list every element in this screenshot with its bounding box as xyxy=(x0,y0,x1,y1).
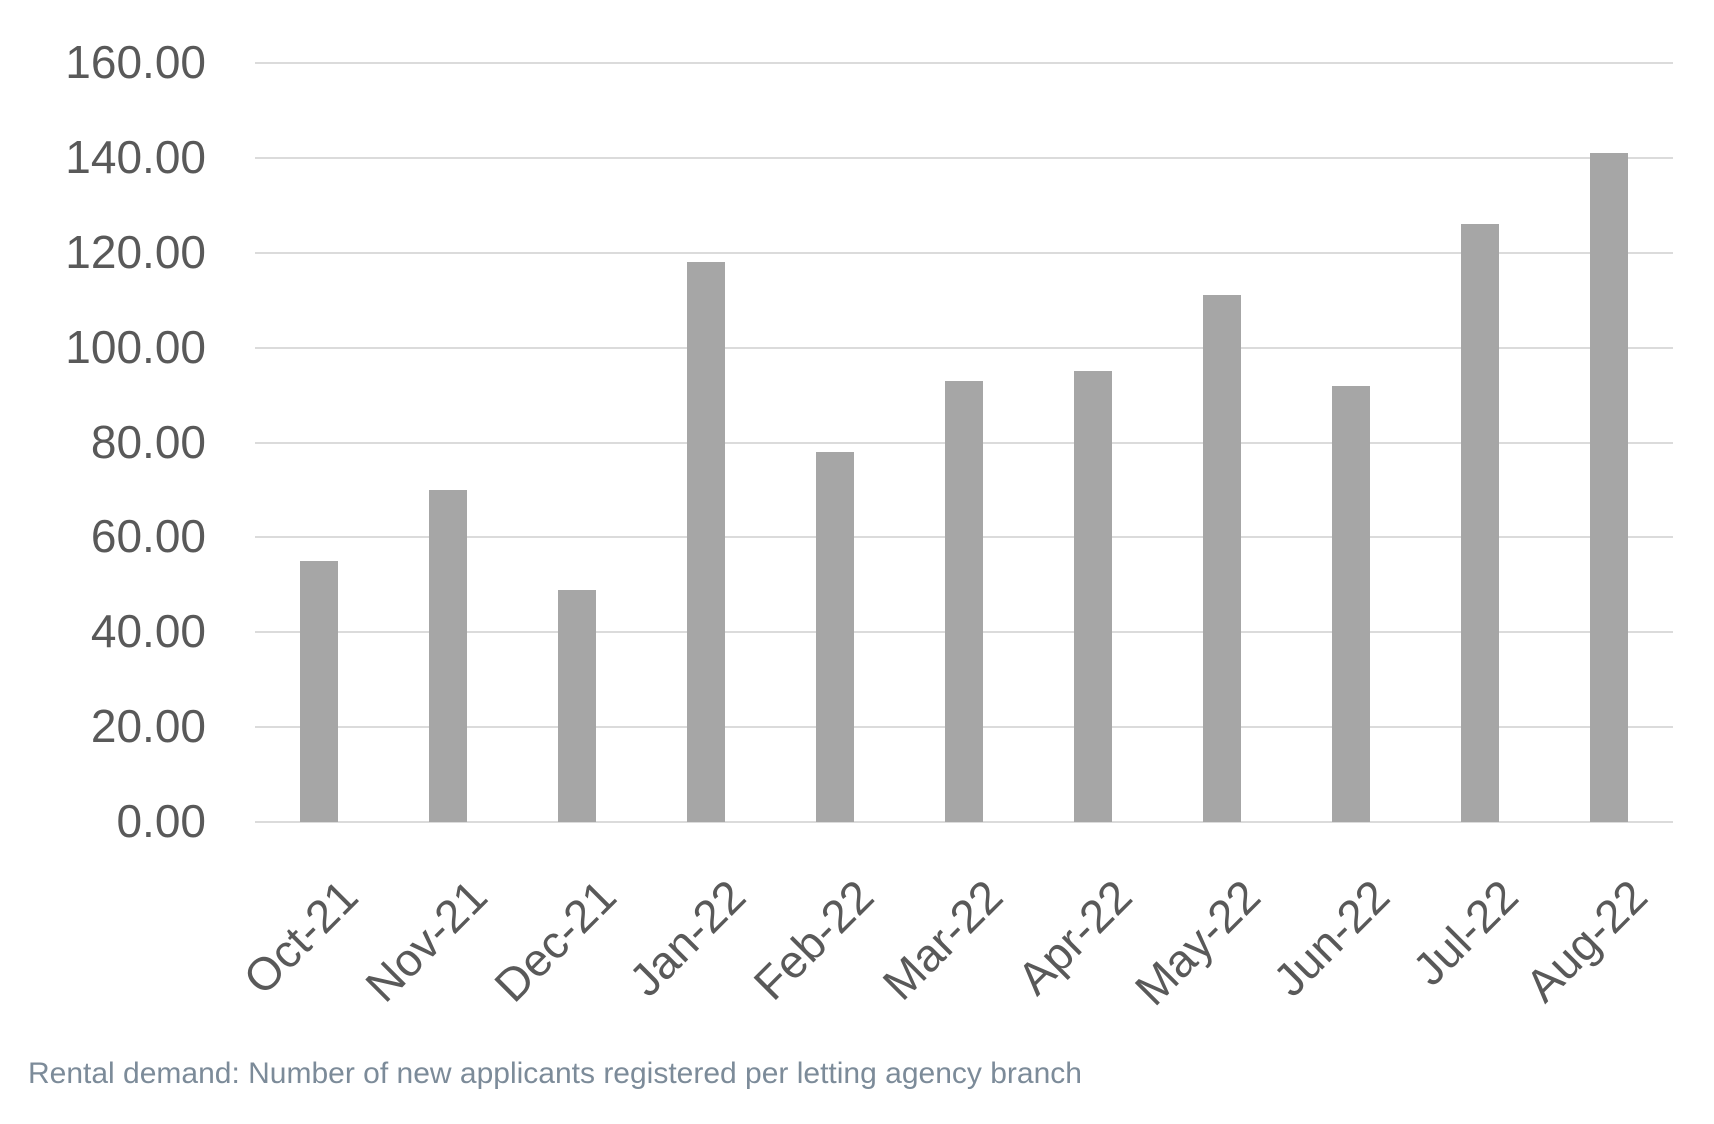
bar xyxy=(558,589,597,822)
x-axis-tick-label: Feb-22 xyxy=(743,869,884,1010)
y-axis-tick-label: 60.00 xyxy=(90,510,206,563)
chart-caption: Rental demand: Number of new applicants … xyxy=(28,1057,1082,1090)
x-axis-tick-label: Dec-21 xyxy=(484,869,626,1012)
bar xyxy=(816,451,855,822)
y-axis-tick-label: 100.00 xyxy=(65,320,206,373)
y-axis-tick-label: 80.00 xyxy=(90,415,206,468)
x-axis-tick-label: Jun-22 xyxy=(1263,869,1400,1007)
x-axis-tick-label: Nov-21 xyxy=(355,869,498,1012)
bar xyxy=(1460,224,1499,822)
gridline xyxy=(255,821,1673,823)
bar xyxy=(1073,371,1112,822)
x-axis-tick-label: Aug-22 xyxy=(1515,869,1658,1012)
bar xyxy=(1202,295,1241,822)
x-axis-tick-label: Mar-22 xyxy=(872,869,1013,1010)
bar-chart: 0.00 20.00 40.00 60.00 80.00 100.00 120.00 140.… xyxy=(65,36,1673,1016)
bar xyxy=(1331,385,1370,822)
y-axis-tick-label: 160.00 xyxy=(65,36,206,88)
y-axis-tick-label: 140.00 xyxy=(65,130,206,183)
y-axis-tick-label: 0.00 xyxy=(116,795,206,847)
bar xyxy=(429,489,468,822)
x-axis-tick-label: Jan-22 xyxy=(618,869,755,1007)
bar xyxy=(945,380,983,822)
x-axis-tick-label: May-22 xyxy=(1125,869,1271,1016)
y-axis-tick-label: 40.00 xyxy=(90,605,206,658)
x-axis-tick-label: Oct-21 xyxy=(233,869,369,1005)
y-axis-tick-label: 20.00 xyxy=(90,700,206,753)
gridline xyxy=(255,346,1673,349)
x-axis-tick-label: Jul-22 xyxy=(1402,869,1529,996)
gridline xyxy=(255,62,1673,64)
y-axis-tick-label: 120.00 xyxy=(65,225,206,278)
gridline xyxy=(255,156,1673,159)
bar xyxy=(687,262,726,822)
x-axis-tick-label: Apr-22 xyxy=(1007,869,1142,1005)
bar xyxy=(300,561,339,822)
gridline xyxy=(255,251,1673,254)
bar xyxy=(1589,153,1628,822)
